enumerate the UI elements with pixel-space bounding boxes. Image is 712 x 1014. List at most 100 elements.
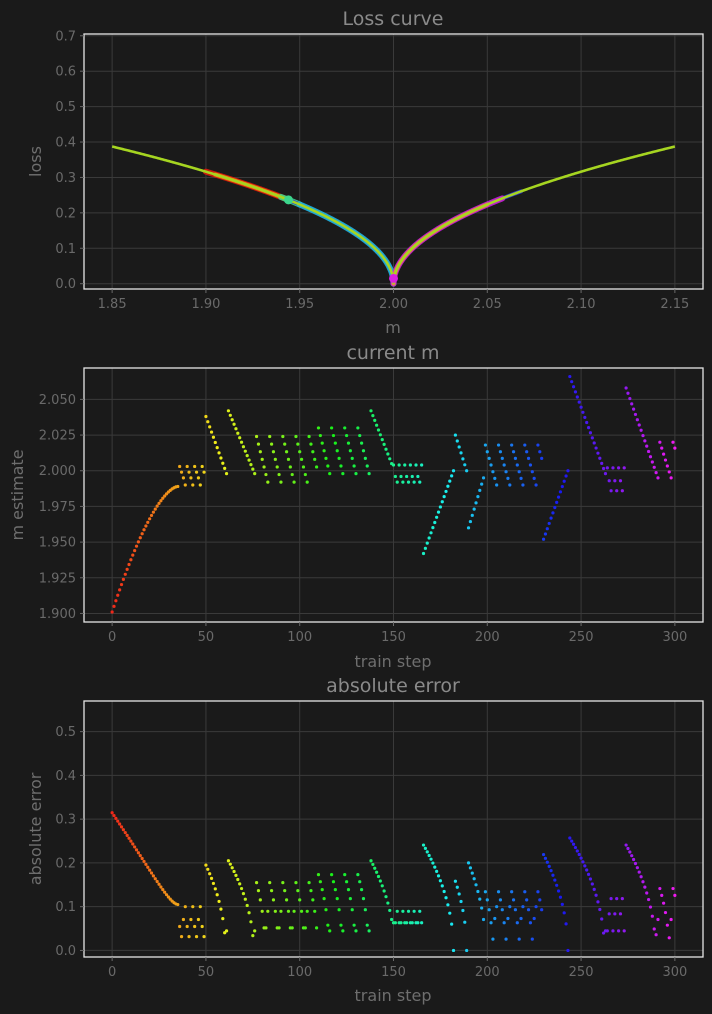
abs-error-point [440, 884, 444, 888]
loss-grid [84, 34, 703, 289]
panel-loss-curve: Loss curve 1.85 1.90 1.95 2.00 2.05 2.10 2.15 0… [26, 8, 704, 337]
y-tick-label: 2.000 [39, 464, 76, 479]
m-estimate-point [420, 463, 424, 467]
abs-error-point [598, 907, 602, 912]
m-estimate-point [395, 480, 399, 484]
m-estimate-point [358, 433, 362, 438]
x-tick-label: 150 [381, 965, 406, 980]
m-estimate-point [241, 445, 246, 449]
abs-error-point [230, 866, 234, 870]
abs-error-point [568, 836, 572, 840]
m-estimate-point [581, 410, 585, 414]
loss-minimum-marker [389, 273, 398, 283]
abs-error-point [181, 917, 186, 922]
abs-error-point [320, 887, 324, 892]
abs-error-point [373, 866, 377, 870]
abs-error-point [662, 901, 666, 905]
abs-error-point [279, 909, 283, 913]
m-estimate-point [556, 495, 561, 499]
abs-error-point [556, 889, 561, 893]
abs-error-point [511, 898, 516, 902]
m-estimate-point [140, 532, 144, 536]
m-estimate-point [284, 450, 289, 454]
abs-error-point [189, 917, 193, 922]
abs-error-point [607, 912, 611, 916]
m-estimate-point [193, 464, 197, 469]
m-estimate-point [292, 480, 296, 484]
m-estimate-point [328, 472, 332, 476]
m-estimate-point [528, 463, 533, 467]
abs-error-point [254, 881, 259, 885]
abs-error-point [611, 929, 615, 933]
y-tick-label: 0.6 [55, 65, 76, 80]
abs-error-point [125, 833, 129, 838]
m-estimate-point [510, 443, 514, 447]
abs-error-point [545, 860, 549, 864]
abs-error-point [616, 929, 621, 933]
abs-error-point [586, 872, 591, 876]
m-estimate-point [191, 483, 195, 487]
m-estimate-point [230, 418, 234, 422]
abs-error-point [247, 911, 251, 915]
abs-error-point [570, 839, 574, 843]
m-estimate-point [658, 440, 662, 444]
m-estimate-point [375, 423, 379, 427]
m-estimate-point [273, 457, 277, 461]
m-estimate-point [198, 483, 202, 487]
m-estimate-point [598, 456, 602, 460]
m-estimate-point [433, 520, 437, 525]
abs-error-point [431, 861, 435, 865]
abs-error-point [151, 874, 155, 878]
abs-error-point [641, 880, 645, 884]
abs-error-point [498, 898, 503, 902]
trajectory-line [296, 201, 397, 287]
m-estimate-point [588, 431, 593, 435]
m-estimate-point [485, 450, 489, 454]
x-tick-label: 50 [198, 965, 215, 980]
m-estimate-point [626, 391, 630, 395]
abs-error-point [232, 869, 236, 874]
abs-error-point [555, 883, 559, 887]
abs-error-point [266, 909, 270, 913]
abs-error-point [198, 905, 202, 909]
x-tick-label: 200 [475, 965, 500, 980]
abs-error-point [153, 877, 157, 881]
m-estimate-point [534, 483, 538, 487]
m-estimate-point [369, 409, 373, 413]
m-estimate-point [243, 449, 247, 453]
m-estimate-point [356, 426, 360, 430]
abs-error-point [448, 911, 452, 915]
abs-error-point [667, 936, 671, 940]
x-tick-label: 2.00 [379, 297, 408, 312]
m-estimate-point [202, 470, 206, 474]
y-tick-label: 0.0 [55, 944, 76, 959]
m-estimate-point [435, 515, 439, 519]
abs-error-point [296, 889, 300, 893]
abs-error-point [157, 882, 161, 886]
m-estimate-point [440, 500, 444, 504]
abs-error-point [530, 937, 534, 941]
abs-error-point [442, 889, 446, 894]
abs-error-point [221, 917, 225, 921]
abs-error-point [196, 917, 201, 922]
m-estimate-point [341, 472, 345, 476]
abs-error-point [286, 909, 291, 913]
abs-error-point [176, 902, 180, 907]
loss-point [283, 195, 293, 205]
abs-error-point [313, 909, 317, 913]
x-tick-label: 2.15 [660, 297, 689, 312]
m-estimate-point [194, 470, 199, 474]
m-estimate-point [309, 442, 313, 446]
abs-error-point [581, 860, 585, 864]
abs-error-point [425, 850, 429, 854]
abs-error-point [592, 887, 596, 891]
err-grid [84, 701, 703, 957]
m-estimate-point [271, 450, 276, 454]
m-estimate-point [541, 537, 546, 541]
m-estimate-point [161, 496, 165, 500]
m-estimate-point [228, 413, 232, 417]
abs-error-point [562, 911, 566, 915]
abs-error-point [433, 865, 437, 869]
abs-error-point [615, 897, 619, 901]
m-estimate-point [322, 449, 326, 453]
